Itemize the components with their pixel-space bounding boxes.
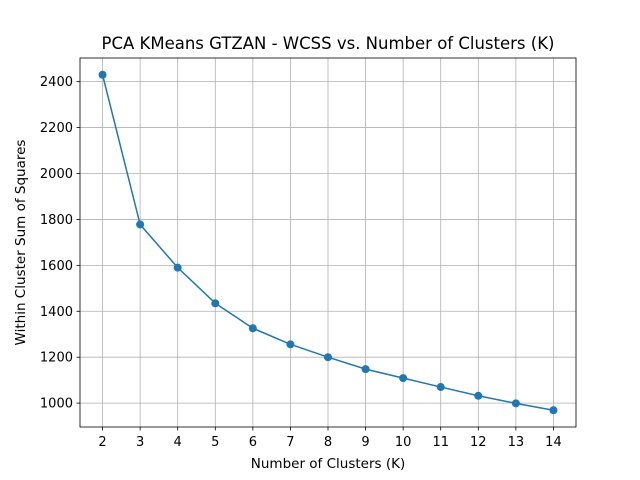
y-tick-label: 1600 xyxy=(40,259,73,274)
x-tick-label: 10 xyxy=(395,435,412,450)
y-tick-label: 2000 xyxy=(40,167,73,182)
y-tick-label: 2400 xyxy=(40,75,73,90)
x-tick-label: 11 xyxy=(432,435,449,450)
wcss-point xyxy=(511,399,520,408)
y-tick-label: 1800 xyxy=(40,213,73,228)
x-tick-label: 12 xyxy=(470,435,487,450)
y-tick-label: 1200 xyxy=(40,351,73,366)
wcss-point xyxy=(136,220,145,229)
y-axis-title: Within Cluster Sum of Squares xyxy=(13,140,29,346)
wcss-point xyxy=(361,365,370,374)
wcss-point xyxy=(324,353,332,362)
x-tick-label: 13 xyxy=(508,435,525,450)
x-tick-label: 3 xyxy=(136,435,144,450)
x-tick-label: 6 xyxy=(249,435,257,450)
wcss-point xyxy=(286,340,295,349)
wcss-point xyxy=(399,374,408,383)
wcss-point xyxy=(98,70,107,79)
wcss-point xyxy=(211,299,220,308)
plot-frame xyxy=(79,57,577,428)
wcss-point xyxy=(436,383,445,392)
chart-title: PCA KMeans GTZAN - WCSS vs. Number of Cl… xyxy=(102,34,555,53)
x-tick-label: 2 xyxy=(98,435,106,450)
x-axis-title: Number of Clusters (K) xyxy=(251,456,405,472)
wcss-point xyxy=(248,324,257,333)
x-tick-label: 4 xyxy=(174,435,182,450)
x-tick-label: 9 xyxy=(361,435,369,450)
axis-ticks: 2 3 4 5 6 7 8 9 10 11 12 13 14 1000 1200 1400 1600 1800 20… xyxy=(40,75,562,450)
wcss-point xyxy=(474,391,483,400)
x-tick-label: 5 xyxy=(211,435,219,450)
x-tick-label: 7 xyxy=(286,435,294,450)
wcss-point xyxy=(173,263,182,272)
wcss-point xyxy=(549,406,558,415)
x-tick-label: 8 xyxy=(324,435,332,450)
x-tick-label: 14 xyxy=(545,435,562,450)
y-tick-label: 2200 xyxy=(40,121,73,136)
y-tick-label: 1000 xyxy=(40,397,73,412)
y-tick-label: 1400 xyxy=(40,305,73,320)
data-series xyxy=(98,70,558,415)
